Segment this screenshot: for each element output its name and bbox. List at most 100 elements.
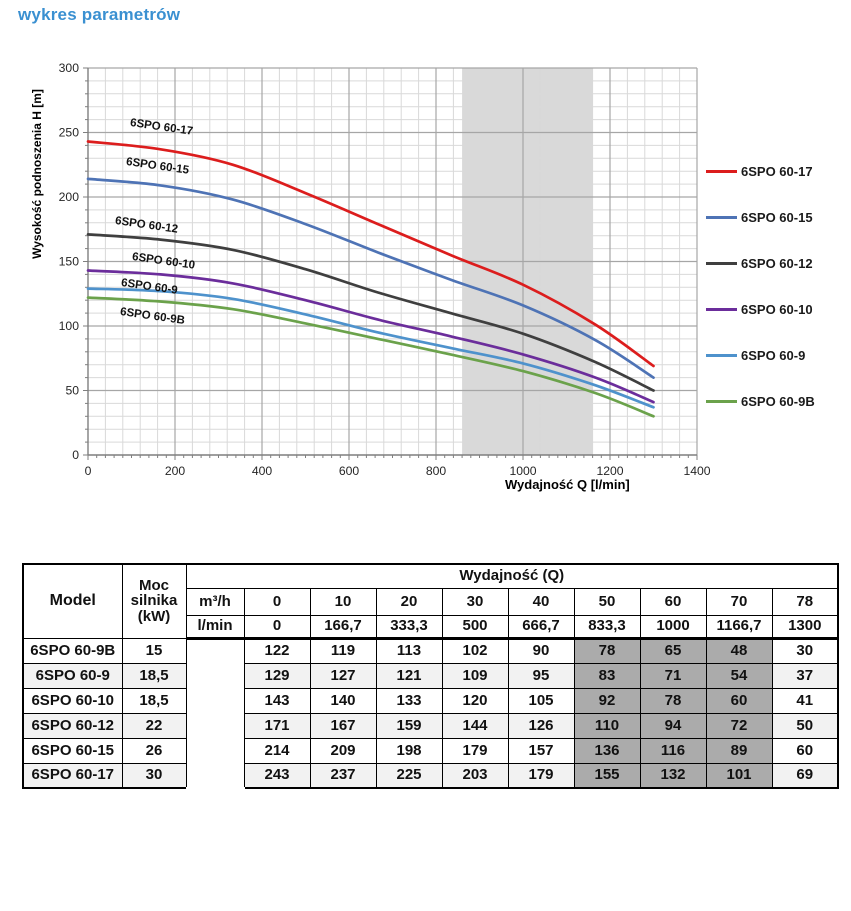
model-cell: 6SPO 60-17 [22, 762, 123, 789]
head-value-cell: 110 [573, 712, 641, 739]
head-value-cell: 179 [441, 737, 509, 764]
x-tick-label: 1200 [596, 464, 623, 478]
x-tick-label: 600 [339, 464, 360, 478]
legend-item-6spo-60-17: 6SPO 60-17 [706, 158, 813, 184]
head-value-cell: 78 [573, 637, 641, 664]
model-cell: 6SPO 60-9B [22, 637, 123, 664]
y-tick-label: 150 [59, 255, 80, 269]
flow-lmin-value: 0 [243, 614, 311, 640]
spacer-cell [185, 763, 245, 790]
head-value-cell: 105 [507, 687, 575, 714]
head-value-cell: 54 [705, 662, 773, 689]
x-tick-label: 200 [165, 464, 186, 478]
spacer-cell [185, 688, 245, 713]
flow-m3h-value: 50 [573, 587, 641, 616]
head-value-cell: 101 [705, 762, 773, 789]
flow-m3h-value: 70 [705, 587, 773, 616]
head-value-cell: 116 [639, 737, 707, 764]
power-cell: 18,5 [121, 687, 187, 714]
curve-6spo-60-10 [86, 269, 655, 404]
head-value-cell: 203 [441, 762, 509, 789]
head-value-cell: 60 [771, 737, 839, 764]
flow-lmin-value: 166,7 [309, 614, 377, 640]
flow-m3h-value: 10 [309, 587, 377, 616]
head-value-cell: 140 [309, 687, 377, 714]
legend-line-swatch [706, 261, 737, 265]
power-header: Moc silnika (kW) [121, 563, 187, 639]
head-value-cell: 143 [243, 687, 311, 714]
head-value-cell: 132 [639, 762, 707, 789]
curve-6spo-60-15 [86, 177, 655, 379]
curve-6spo-60-12 [86, 233, 655, 392]
flow-lmin-value: 833,3 [573, 614, 641, 640]
legend-label: 6SPO 60-12 [741, 255, 813, 271]
head-value-cell: 48 [705, 637, 773, 664]
curve-6spo-60-9b [86, 296, 655, 418]
head-value-cell: 171 [243, 712, 311, 739]
y-tick-label: 0 [72, 448, 79, 462]
legend-line-swatch [706, 353, 737, 357]
head-value-cell: 65 [639, 637, 707, 664]
head-value-cell: 95 [507, 662, 575, 689]
head-value-cell: 214 [243, 737, 311, 764]
flow-m3h-value: 20 [375, 587, 443, 616]
head-value-cell: 72 [705, 712, 773, 739]
spacer-cell [185, 738, 245, 763]
head-value-cell: 78 [639, 687, 707, 714]
model-cell: 6SPO 60-15 [22, 737, 123, 764]
table-row-6spo-60-17: 6SPO 60-17 30 243 237 225 203 179 155 132 101 69 [22, 762, 839, 790]
legend-label: 6SPO 60-9B [741, 393, 815, 409]
x-axis-title: Wydajność Q [l/min] [505, 477, 630, 492]
y-tick-label: 50 [65, 384, 79, 398]
head-value-cell: 127 [309, 662, 377, 689]
head-value-cell: 41 [771, 687, 839, 714]
head-value-cell: 198 [375, 737, 443, 764]
page-title: wykres parametrów [18, 5, 181, 24]
table-head: Model Moc silnika (kW) Wydajność (Q) m³/h 0 1… [22, 563, 839, 640]
head-value-cell: 37 [771, 662, 839, 689]
flow-m3h-value: 78 [771, 587, 839, 616]
flow-lmin-value: 666,7 [507, 614, 575, 640]
unit-lmin-label: l/min [185, 614, 245, 640]
x-tick-label: 400 [252, 464, 273, 478]
head-value-cell: 129 [243, 662, 311, 689]
curve-6spo-60-9 [86, 287, 655, 409]
parameters-table: Model Moc silnika (kW) Wydajność (Q) m³/h 0 1… [22, 563, 839, 790]
legend-item-6spo-60-9: 6SPO 60-9 [706, 342, 805, 368]
head-value-cell: 119 [309, 637, 377, 664]
flow-lmin-value: 1300 [771, 614, 839, 640]
spacer-cell [185, 663, 245, 688]
head-value-cell: 122 [243, 637, 311, 664]
head-value-cell: 90 [507, 637, 575, 664]
table-row-6spo-60-15: 6SPO 60-15 26 214 209 198 179 157 136 116 89 60 [22, 737, 839, 764]
flow-m3h-value: 0 [243, 587, 311, 616]
head-value-cell: 157 [507, 737, 575, 764]
head-value-cell: 225 [375, 762, 443, 789]
table-row-6spo-60-9: 6SPO 60-9 18,5 129 127 121 109 95 83 71 54 37 [22, 662, 839, 689]
head-value-cell: 159 [375, 712, 443, 739]
head-value-cell: 102 [441, 637, 509, 664]
head-value-cell: 144 [441, 712, 509, 739]
legend-line-swatch [706, 399, 737, 403]
legend-item-6spo-60-9b: 6SPO 60-9B [706, 388, 815, 414]
y-tick-label: 250 [59, 126, 80, 140]
power-cell: 15 [121, 637, 187, 664]
legend-line-swatch [706, 169, 737, 173]
legend-item-6spo-60-10: 6SPO 60-10 [706, 296, 813, 322]
power-cell: 26 [121, 737, 187, 764]
table-row-6spo-60-10: 6SPO 60-10 18,5 143 140 133 120 105 92 78 60 41 [22, 687, 839, 714]
head-value-cell: 89 [705, 737, 773, 764]
curve-6spo-60-17 [86, 140, 655, 368]
head-value-cell: 69 [771, 762, 839, 789]
y-tick-label: 100 [59, 319, 80, 333]
x-tick-label: 800 [426, 464, 447, 478]
head-value-cell: 136 [573, 737, 641, 764]
spacer-cell [185, 638, 245, 663]
head-value-cell: 50 [771, 712, 839, 739]
y-axis-title: Wysokość podnoszenia H [m] [30, 89, 44, 259]
head-value-cell: 113 [375, 637, 443, 664]
head-value-cell: 121 [375, 662, 443, 689]
head-value-cell: 179 [507, 762, 575, 789]
legend-line-swatch [706, 215, 737, 219]
model-cell: 6SPO 60-12 [22, 712, 123, 739]
